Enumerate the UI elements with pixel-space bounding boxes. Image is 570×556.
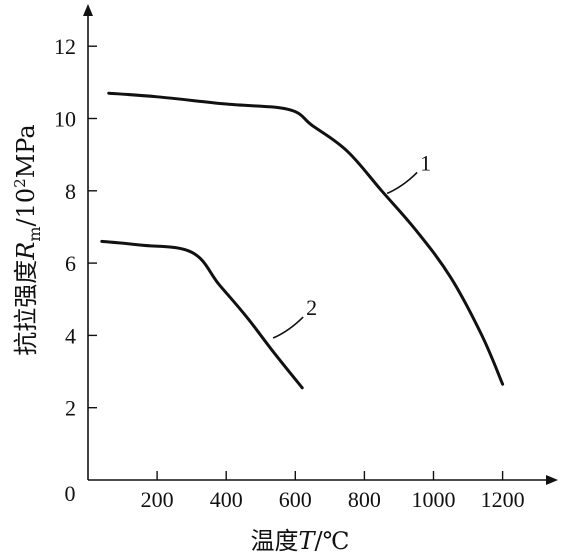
x-axis-title: 温度T/℃ bbox=[251, 527, 350, 555]
y-axis-title-subscript: m bbox=[25, 226, 44, 241]
annotation-leader bbox=[386, 171, 418, 195]
x-tick-label: 1200 bbox=[481, 487, 525, 512]
series-group bbox=[100, 91, 505, 390]
x-axis-title-symbol: T bbox=[299, 527, 317, 555]
series-line-1 bbox=[107, 91, 505, 386]
x-axis-title-prefix: 温度 bbox=[251, 527, 299, 555]
y-axis-title-symbol: R bbox=[12, 242, 40, 261]
series-label-1: 1 bbox=[420, 150, 431, 175]
y-axis-title-prefix: 抗拉强度 bbox=[12, 260, 40, 356]
y-axis-title-unit-exp: 2 bbox=[11, 178, 29, 188]
y-tick-label: 6 bbox=[65, 251, 76, 276]
x-tick-label: 400 bbox=[210, 487, 243, 512]
y-ticks: 2 4 6 8 10 12 bbox=[54, 34, 97, 421]
x-axis-arrow bbox=[546, 475, 558, 485]
annotation-leader bbox=[272, 316, 304, 339]
y-tick-label: 8 bbox=[65, 179, 76, 204]
y-axis-title-unit-base: /10 bbox=[12, 188, 40, 227]
series-line-2 bbox=[100, 239, 304, 390]
x-tick-label: 800 bbox=[348, 487, 381, 512]
y-axis-title-unit-tail: MPa bbox=[12, 124, 40, 178]
y-tick-label: 2 bbox=[65, 396, 76, 421]
x-tick-label: 1000 bbox=[412, 487, 456, 512]
y-axis-title: 抗拉强度Rm/102MPa bbox=[11, 124, 44, 355]
y-tick-label: 12 bbox=[54, 34, 76, 59]
annotation-group: 12 bbox=[272, 150, 431, 339]
x-axis-title-unit: /℃ bbox=[315, 527, 350, 555]
x-ticks: 200 400 600 800 1000 1200 bbox=[141, 471, 525, 512]
x-tick-label: 200 bbox=[141, 487, 174, 512]
y-tick-label: 4 bbox=[65, 323, 76, 348]
origin-label: 0 bbox=[65, 481, 76, 506]
y-axis-arrow bbox=[83, 4, 93, 16]
series-label-2: 2 bbox=[306, 295, 317, 320]
x-tick-label: 600 bbox=[279, 487, 312, 512]
y-tick-label: 10 bbox=[54, 107, 76, 132]
